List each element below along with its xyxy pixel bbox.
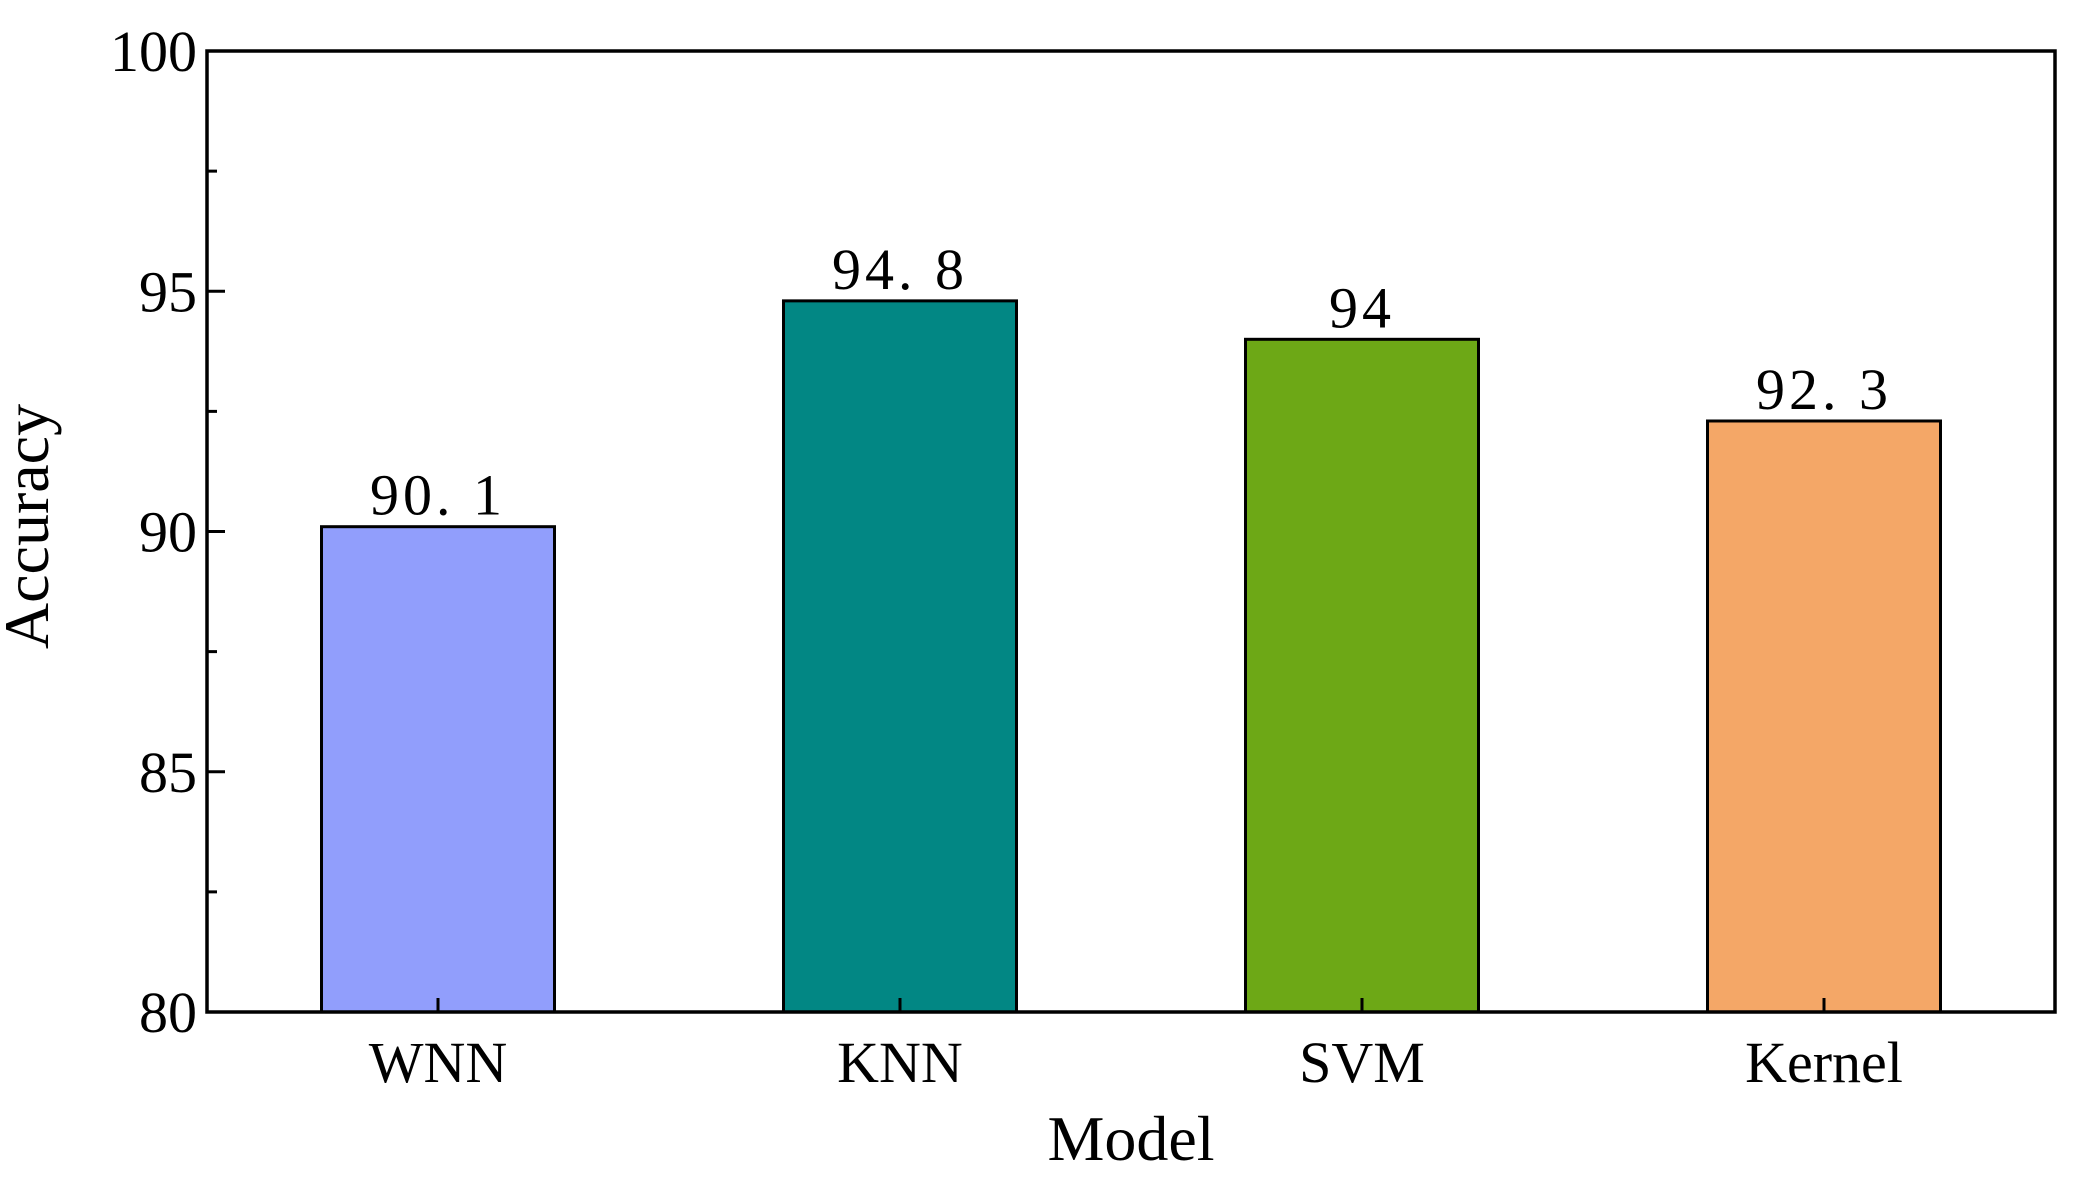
data-label-knn: 94. 8 xyxy=(832,237,968,302)
x-tick-label-wnn: WNN xyxy=(369,1030,508,1095)
axes-layer: WNN KNN SVM Kernel 80 85 90 95 100 xyxy=(110,19,2057,1095)
bar-kernel xyxy=(1706,419,1942,1014)
bar-knn xyxy=(782,299,1018,1014)
data-label-svm: 94 xyxy=(1329,275,1395,340)
plot-frame xyxy=(205,49,2057,1014)
x-tick-label-kernel: Kernel xyxy=(1745,1030,1903,1095)
x-tick-label-knn: KNN xyxy=(837,1030,963,1095)
bar-svm xyxy=(1244,337,1480,1014)
y-axis-title: Accuracy xyxy=(0,404,62,649)
y-tick-label-80: 80 xyxy=(139,980,197,1045)
data-labels-layer: 90. 1 94. 8 94 92. 3 xyxy=(370,237,1892,528)
bar-wnn xyxy=(320,525,556,1014)
data-label-kernel: 92. 3 xyxy=(1756,357,1892,422)
data-label-wnn: 90. 1 xyxy=(370,463,506,528)
y-tick-label-95: 95 xyxy=(139,259,197,324)
y-tick-label-100: 100 xyxy=(110,19,197,84)
y-tick-label-85: 85 xyxy=(139,740,197,805)
x-axis-title: Model xyxy=(1047,1103,1214,1174)
y-tick-label-90: 90 xyxy=(139,500,197,565)
bars-layer xyxy=(320,299,1942,1014)
x-tick-label-svm: SVM xyxy=(1299,1030,1425,1095)
